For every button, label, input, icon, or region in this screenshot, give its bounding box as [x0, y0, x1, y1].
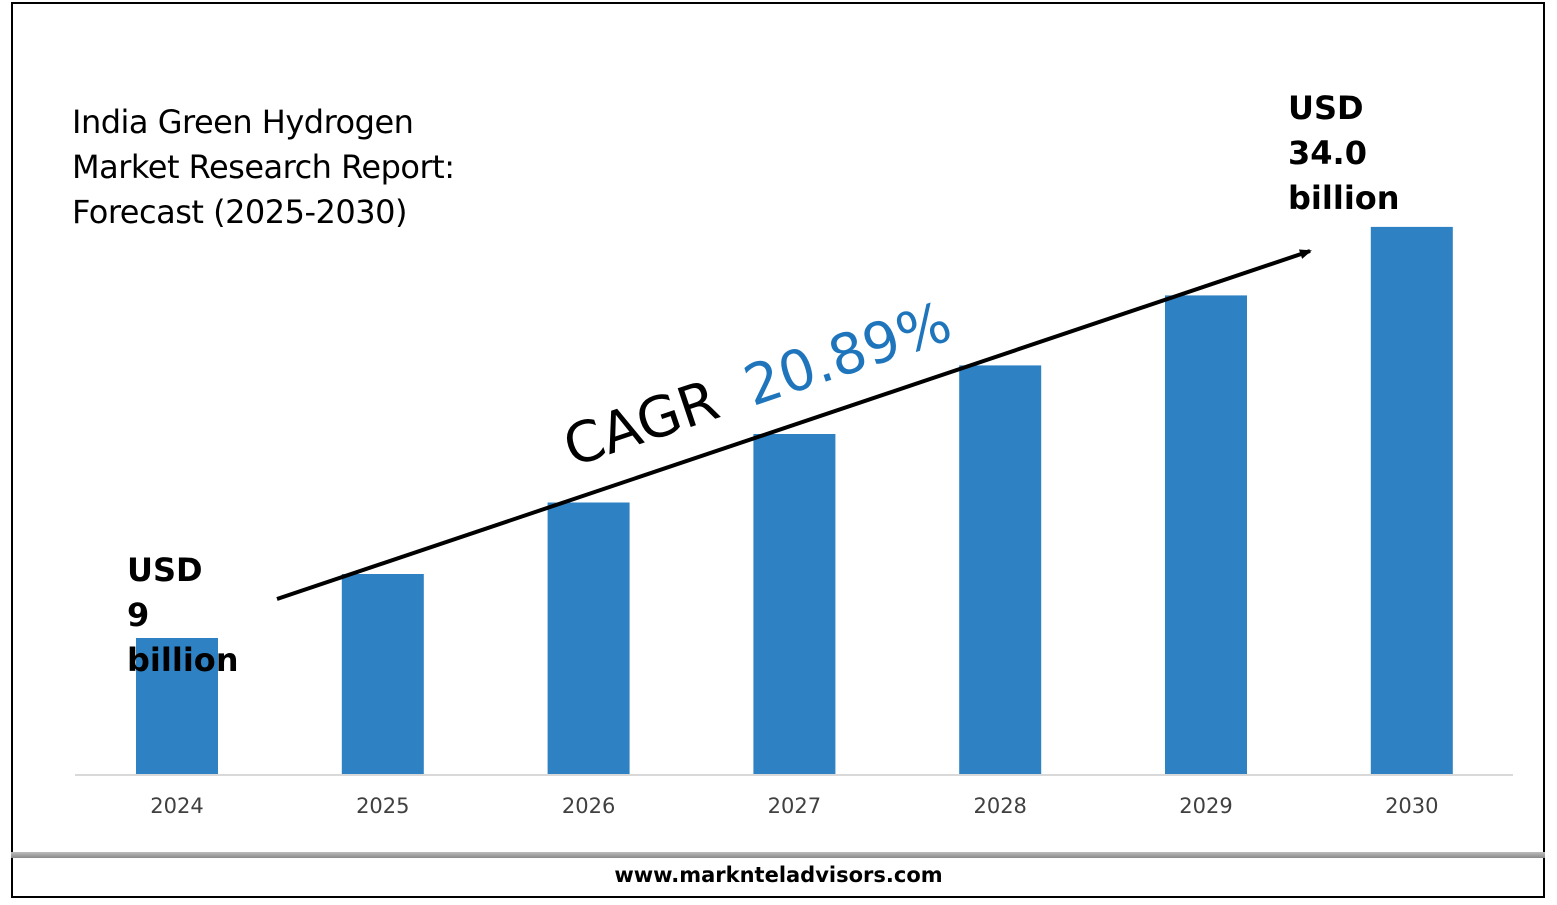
- chart-title: India Green Hydrogen Market Research Rep…: [72, 100, 592, 235]
- bar-2027: [753, 434, 836, 775]
- bar-2029: [1165, 295, 1247, 775]
- title-line-3: Forecast (2025-2030): [72, 193, 407, 231]
- cagr-prefix: CAGR: [556, 368, 727, 480]
- end-value-label: USD 34.0 billion: [1288, 86, 1400, 221]
- start-value-label: USD 9 billion: [127, 548, 239, 683]
- end-label-line-2: 34.0: [1288, 134, 1367, 172]
- start-label-line-2: 9: [127, 596, 150, 634]
- x-tick-2030: 2030: [1385, 794, 1438, 818]
- footer-divider: [11, 852, 1545, 858]
- end-label-line-1: USD: [1288, 89, 1364, 127]
- bar-2026: [547, 502, 630, 775]
- bars-group: [136, 226, 1453, 775]
- x-tick-2025: 2025: [356, 794, 409, 818]
- x-tick-2024: 2024: [150, 794, 203, 818]
- start-label-line-3: billion: [127, 641, 239, 679]
- bar-2030: [1370, 226, 1453, 775]
- start-label-line-1: USD: [127, 551, 203, 589]
- x-tick-labels: 2024 2025 2026 2027 2028 2029 2030: [150, 794, 1438, 818]
- x-tick-2028: 2028: [973, 794, 1026, 818]
- title-line-2: Market Research Report:: [72, 148, 455, 186]
- x-tick-2029: 2029: [1179, 794, 1232, 818]
- bar-2024: [136, 638, 218, 775]
- x-tick-2026: 2026: [562, 794, 615, 818]
- bar-2028: [959, 365, 1042, 775]
- footer-website: www.marknteladvisors.com: [614, 863, 943, 887]
- cagr-value: 20.89%: [736, 290, 959, 420]
- end-label-line-3: billion: [1288, 179, 1400, 217]
- x-tick-2027: 2027: [768, 794, 821, 818]
- title-line-1: India Green Hydrogen: [72, 103, 414, 141]
- bar-2025: [341, 574, 424, 775]
- growth-arrow: [276, 249, 1312, 601]
